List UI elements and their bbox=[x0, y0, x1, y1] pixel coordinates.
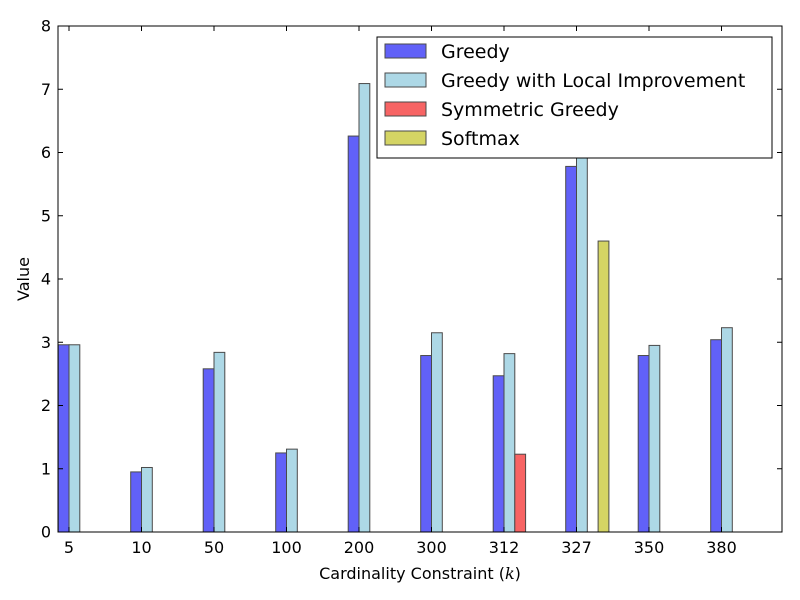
x-tick-label: 380 bbox=[706, 538, 737, 557]
legend-swatch-greedy bbox=[384, 43, 427, 59]
x-tick-label: 350 bbox=[634, 538, 665, 557]
legend-box bbox=[376, 36, 773, 159]
y-tick-label: 0 bbox=[41, 523, 51, 542]
x-tick-label: 50 bbox=[204, 538, 224, 557]
bar-greedy-200 bbox=[347, 135, 360, 532]
bar-greedy-with-local-improvement-350 bbox=[648, 344, 661, 532]
x-tick-label: 327 bbox=[561, 538, 592, 557]
y-tick-label: 4 bbox=[41, 270, 51, 289]
legend-swatch-symmetric-greedy bbox=[384, 101, 427, 117]
bar-greedy-with-local-improvement-327 bbox=[576, 152, 588, 532]
legend-label: Symmetric Greedy bbox=[441, 99, 619, 121]
x-tick-label: 200 bbox=[344, 538, 375, 557]
bar-greedy-312 bbox=[492, 375, 505, 532]
bar-symmetric-greedy-312 bbox=[514, 453, 527, 532]
y-tick-label: 7 bbox=[41, 80, 51, 99]
bar-greedy-with-local-improvement-50 bbox=[213, 351, 226, 532]
bar-greedy-327 bbox=[565, 165, 578, 532]
bar-greedy-10 bbox=[130, 471, 142, 532]
bar-greedy-with-local-improvement-300 bbox=[431, 332, 443, 532]
ticks-layer: 0 1 2 3 4 5 6 7 8 5 10 50 100 200 300 312 327 350 380 bbox=[41, 17, 782, 557]
legend-label: Greedy with Local Improvement bbox=[441, 70, 745, 92]
y-tick-label: 1 bbox=[41, 459, 51, 478]
x-tick-label: 312 bbox=[489, 538, 520, 557]
bar-greedy-with-local-improvement-10 bbox=[141, 466, 153, 532]
y-tick-label: 2 bbox=[41, 396, 51, 415]
bar-greedy-300 bbox=[420, 355, 433, 532]
legend-label: Greedy bbox=[441, 41, 510, 63]
x-tick-label: 5 bbox=[64, 538, 74, 557]
bar-greedy-with-local-improvement-5 bbox=[68, 344, 81, 532]
bar-greedy-with-local-improvement-380 bbox=[721, 327, 733, 532]
bar-greedy-380 bbox=[710, 339, 723, 532]
bars-layer bbox=[58, 83, 733, 532]
bar-greedy-50 bbox=[202, 368, 215, 532]
x-tick-label: 300 bbox=[416, 538, 447, 557]
bar-greedy-with-local-improvement-100 bbox=[286, 448, 298, 532]
bar-greedy-5 bbox=[58, 344, 70, 532]
legend-label: Softmax bbox=[441, 128, 520, 150]
x-axis-label: Cardinality Constraint (k) bbox=[319, 564, 521, 583]
y-tick-label: 3 bbox=[41, 333, 51, 352]
legend-swatch-softmax bbox=[384, 130, 427, 146]
bar-greedy-with-local-improvement-312 bbox=[503, 353, 516, 532]
y-tick-label: 6 bbox=[41, 143, 51, 162]
x-tick-label: 100 bbox=[271, 538, 302, 557]
x-tick-label: 10 bbox=[131, 538, 151, 557]
bar-softmax-327 bbox=[597, 240, 610, 532]
y-axis-label: Value bbox=[14, 257, 33, 301]
y-tick-label: 5 bbox=[41, 206, 51, 225]
legend: Greedy Greedy with Local Improvement Symme… bbox=[376, 36, 773, 159]
bar-greedy-350 bbox=[637, 355, 650, 532]
legend-swatch-greedy-with-local-improvement bbox=[384, 72, 427, 88]
y-tick-label: 8 bbox=[41, 17, 51, 36]
bar-greedy-with-local-improvement-200 bbox=[358, 83, 371, 532]
bar-greedy-100 bbox=[275, 452, 288, 532]
